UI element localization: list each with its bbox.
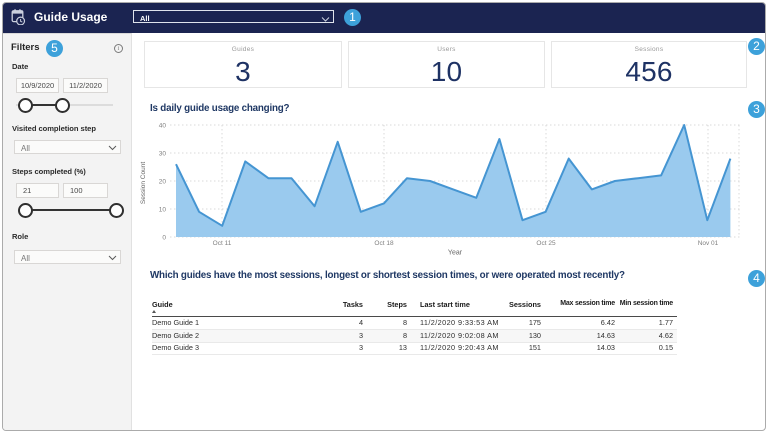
svg-text:Oct 25: Oct 25 xyxy=(536,240,556,247)
svg-text:Session Count: Session Count xyxy=(140,162,147,204)
svg-text:Nov 01: Nov 01 xyxy=(698,240,719,247)
svg-text:20: 20 xyxy=(159,179,167,186)
svg-text:Oct 18: Oct 18 xyxy=(374,240,394,247)
svg-text:Oct 11: Oct 11 xyxy=(213,240,232,247)
svg-text:30: 30 xyxy=(159,151,167,158)
svg-text:10: 10 xyxy=(159,207,167,214)
svg-text:0: 0 xyxy=(162,235,166,242)
svg-text:Year: Year xyxy=(448,250,463,257)
svg-text:40: 40 xyxy=(159,123,167,130)
